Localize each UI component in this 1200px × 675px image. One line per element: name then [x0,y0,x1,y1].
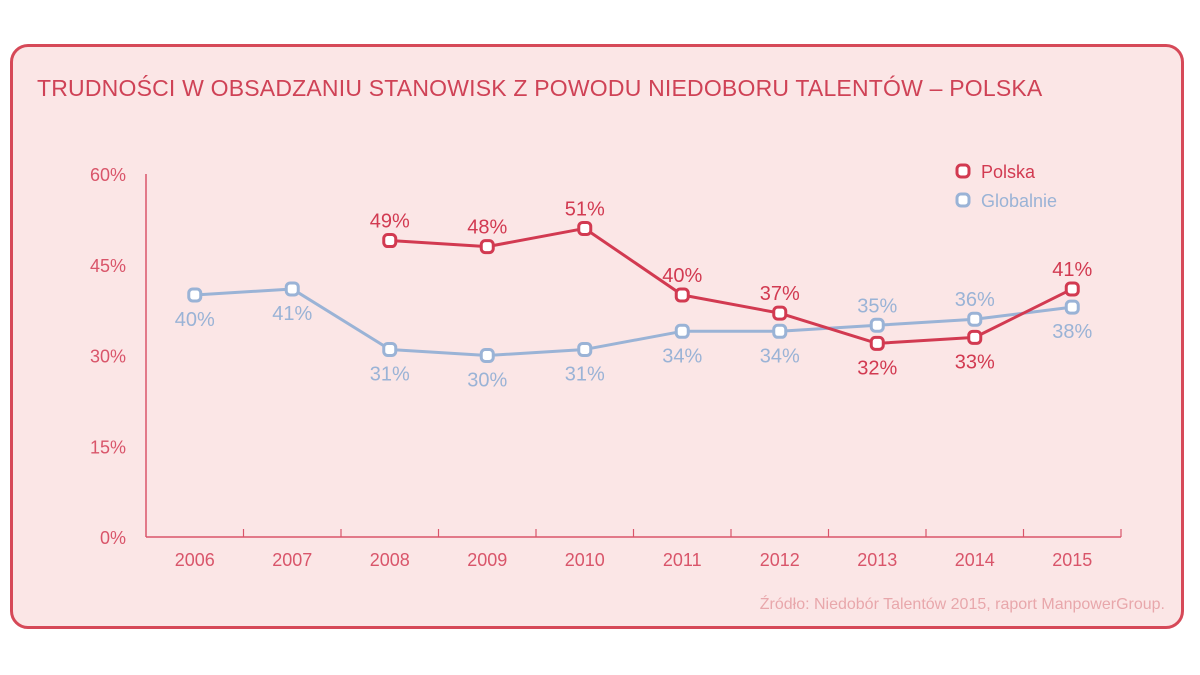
data-label-globalnie: 40% [175,309,215,331]
legend-marker-polska [955,163,971,179]
chart-card: TRUDNOŚCI W OBSADZANIU STANOWISK Z POWOD… [10,44,1184,629]
series-line-globalnie [194,287,1073,357]
series-line-polska [389,226,1073,345]
x-tick-label: 2011 [663,550,702,570]
data-point-globalnie [674,323,690,339]
chart-title: TRUDNOŚCI W OBSADZANIU STANOWISK Z POWOD… [37,75,1043,101]
y-tick-label: 45% [90,256,126,276]
y-tick-label: 0% [100,528,126,548]
data-point-polska [479,239,495,255]
data-point-polska [967,329,983,345]
data-point-globalnie [187,287,203,303]
data-point-polska [869,335,885,351]
data-label-polska: 37% [760,283,800,305]
data-point-polska [382,233,398,249]
data-label-polska: 51% [565,198,605,220]
data-point-globalnie [1064,299,1080,315]
x-tick-label: 2014 [955,550,995,570]
data-point-polska [1064,281,1080,297]
data-label-polska: 40% [662,265,702,287]
data-point-globalnie [479,348,495,363]
y-tick-label: 30% [90,347,126,367]
data-label-polska: 48% [467,217,507,239]
data-point-globalnie [869,317,885,333]
data-label-globalnie: 41% [272,303,312,325]
x-tick-label: 2012 [760,550,800,570]
data-point-globalnie [772,323,788,339]
data-label-globalnie: 30% [467,370,507,392]
x-tick-label: 2009 [467,550,507,570]
legend-label-globalnie: Globalnie [981,191,1057,211]
data-label-polska: 33% [955,351,995,373]
data-label-globalnie: 31% [565,363,605,385]
data-label-polska: 32% [857,357,897,379]
data-label-globalnie: 36% [955,289,995,311]
y-tick-label: 15% [90,437,126,457]
data-label-polska: 41% [1052,259,1092,281]
data-point-polska [772,305,788,321]
source-note: Źródło: Niedobór Talentów 2015, raport M… [759,596,1165,613]
data-point-globalnie [967,311,983,327]
data-label-globalnie: 38% [1052,321,1092,343]
data-point-globalnie [284,281,300,297]
x-tick-label: 2015 [1052,550,1092,570]
data-label-globalnie: 34% [662,345,702,367]
data-point-polska [577,220,593,236]
x-tick-label: 2013 [857,550,897,570]
data-point-globalnie [382,341,398,357]
data-label-polska: 49% [370,211,410,233]
data-point-polska [674,287,690,303]
data-label-globalnie: 31% [370,363,410,385]
legend-label-polska: Polska [981,162,1036,182]
y-tick-label: 60% [90,165,126,185]
data-label-globalnie: 34% [760,345,800,367]
x-tick-label: 2008 [370,550,410,570]
legend-marker-globalnie [955,192,971,208]
line-chart: 0% 15% 30% 45% 60% 2006 2007 2008 2009 2010 2011 20… [90,162,1122,570]
x-tick-label: 2007 [272,550,312,570]
x-tick-label: 2010 [565,550,605,570]
x-tick-label: 2006 [175,550,215,570]
data-label-globalnie: 35% [857,295,897,317]
data-point-globalnie [577,341,593,357]
